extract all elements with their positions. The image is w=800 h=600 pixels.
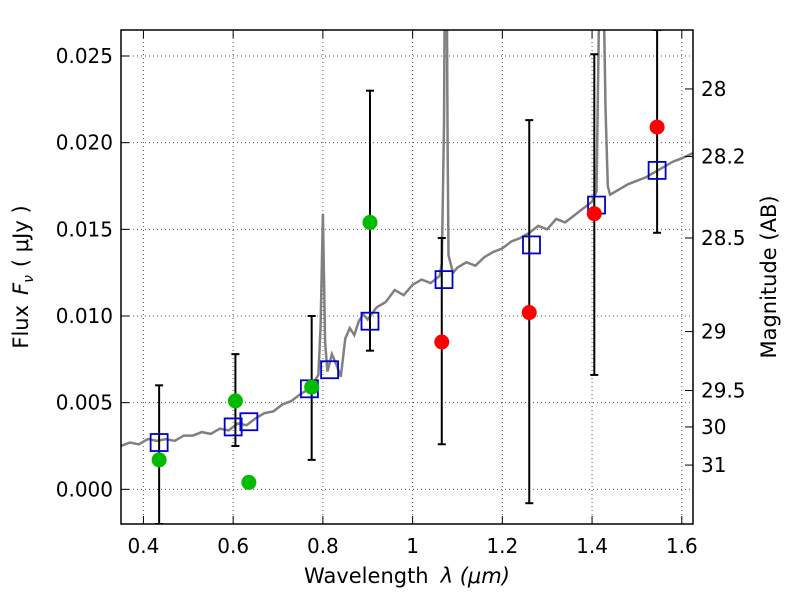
red-point	[521, 305, 537, 321]
y-tick-label: 0.010	[56, 304, 113, 328]
plot-frame	[120, 29, 694, 525]
model-band-square	[360, 311, 380, 331]
model-band-square	[223, 417, 243, 437]
model-band-square	[149, 433, 169, 452]
green-point	[241, 474, 257, 490]
y-axis-label: FluxFν( μJy )	[9, 205, 37, 348]
green-point	[227, 393, 243, 409]
x-tick-label: 1.2	[486, 534, 518, 558]
red-points	[434, 119, 665, 350]
red-point	[586, 206, 602, 222]
x-tick-label: 1.4	[576, 534, 608, 558]
model-band-squares	[149, 160, 667, 452]
y2-axis-ticks: 28 28.2 28.5 29 29.5 30 31	[685, 77, 746, 477]
x-axis-label: Wavelength λ (μm)	[304, 564, 510, 588]
green-points	[151, 214, 378, 490]
plot-area	[121, 30, 693, 524]
y2-tick-label: 29.5	[701, 379, 746, 403]
x-tick-label: 0.6	[217, 534, 249, 558]
x-tick-label: 1.6	[666, 534, 698, 558]
x-tick-label: 1	[406, 534, 419, 558]
model-band-square	[647, 160, 667, 180]
y2-tick-label: 28.2	[701, 145, 746, 169]
model-band-square	[239, 412, 259, 432]
x-tick-label: 0.8	[307, 534, 339, 558]
y2-tick-label: 31	[701, 453, 726, 477]
red-point	[434, 334, 450, 350]
y-tick-label: 0.015	[56, 217, 113, 241]
y-tick-label: 0.020	[56, 131, 113, 155]
green-point	[362, 214, 378, 230]
model-spectrum-line	[121, 30, 693, 448]
y-tick-label: 0.000	[56, 477, 113, 501]
y2-axis-label: Magnitude (AB)	[757, 195, 781, 358]
green-point	[304, 379, 320, 395]
green-point	[151, 452, 167, 468]
error-bars	[155, 30, 662, 524]
y2-tick-label: 30	[701, 415, 726, 439]
y2-tick-label: 28	[701, 77, 726, 101]
model-band-square	[434, 270, 454, 290]
y-axis-ticks: 0.000 0.005 0.010 0.015 0.020 0.025	[56, 44, 129, 501]
model-band-square	[522, 235, 541, 255]
x-axis-ticks: 0.4 0.6 0.8 1 1.2 1.4 1.6	[128, 30, 698, 558]
y-tick-label: 0.025	[56, 44, 113, 68]
grid	[121, 30, 693, 524]
x-tick-label: 0.4	[128, 534, 160, 558]
y2-tick-label: 28.5	[701, 226, 746, 250]
y2-tick-label: 29	[701, 320, 726, 344]
red-point	[649, 119, 665, 135]
model-band-square	[320, 360, 340, 380]
y-tick-label: 0.005	[56, 391, 113, 415]
